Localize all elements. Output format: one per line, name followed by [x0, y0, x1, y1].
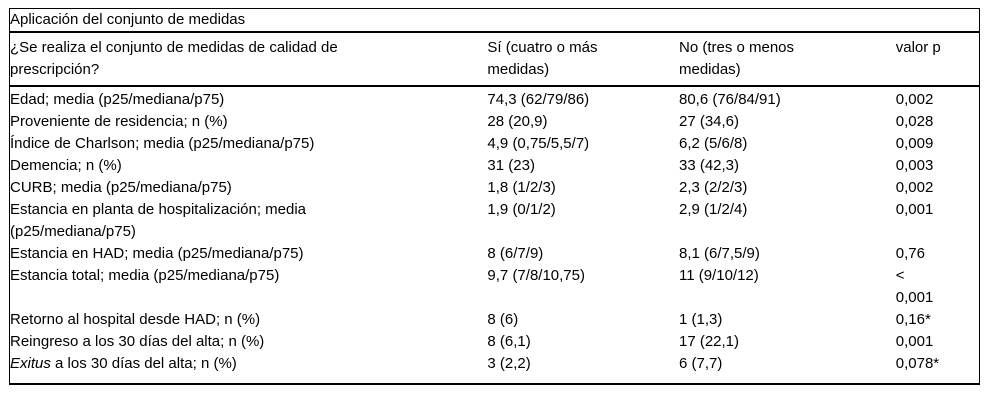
cell-label: Estancia en HAD; media (p25/mediana/p75): [10, 245, 304, 262]
cell-label: Retorno al hospital desde HAD; n (%): [10, 311, 261, 328]
cell-label: Demencia; n (%): [10, 157, 122, 174]
column-header-row: ¿Se realiza el conjunto de medidas de ca…: [9, 32, 980, 87]
cell-yes: 31 (23): [487, 157, 535, 174]
cell-yes: 8 (6): [487, 311, 519, 328]
cell-pvalue: 0,76: [895, 245, 925, 262]
cell-pvalue: 0,009: [895, 135, 934, 152]
cell-no: 27 (34,6): [678, 113, 740, 130]
table-row: Estancia en HAD; media (p25/mediana/p75)…: [10, 243, 980, 265]
cell-yes: 28 (20,9): [487, 113, 548, 130]
table-row: Demencia; n (%) 31 (23) 33 (42,3) 0,003: [10, 155, 980, 177]
cell-pvalue: 0,001: [895, 333, 934, 350]
table-row: Estancia en planta de hospitalización; m…: [10, 199, 980, 243]
table-head: Aplicación del conjunto de medidas ¿Se r…: [9, 8, 980, 87]
cell-pvalue: 0,002: [895, 179, 934, 196]
cell-yes: 3 (2,2): [487, 355, 531, 372]
cell-pvalue: 0,003: [895, 157, 934, 174]
cell-no: 17 (22,1): [678, 333, 740, 350]
bundle-application-table: Aplicación del conjunto de medidas ¿Se r…: [9, 8, 980, 385]
cell-pvalue: 0,002: [895, 91, 934, 108]
cell-label: Estancia en planta de hospitalización; m…: [10, 201, 307, 240]
cell-no: 1 (1,3): [678, 311, 723, 328]
column-header-pvalue: valor p: [895, 32, 980, 87]
title-row: Aplicación del conjunto de medidas: [9, 8, 980, 33]
cell-yes: 1,9 (0/1/2): [487, 201, 556, 218]
cell-label: Exitus a los 30 días del alta; n (%): [10, 353, 488, 384]
cell-pvalue: < 0,001: [895, 267, 934, 306]
cell-yes: 4,9 (0,75/5,5/7): [487, 135, 590, 152]
table-row: Retorno al hospital desde HAD; n (%) 8 (…: [10, 309, 980, 331]
cell-label: Índice de Charlson; media (p25/mediana/p…: [10, 135, 315, 152]
cell-no: 8,1 (6/7,5/9): [678, 245, 760, 262]
cell-no: 80,6 (76/84/91): [678, 91, 781, 108]
cell-pvalue: 0,028: [895, 113, 934, 130]
table-row: CURB; media (p25/mediana/p75) 1,8 (1/2/3…: [10, 177, 980, 199]
cell-label: Edad; media (p25/mediana/p75): [10, 91, 225, 108]
cell-label: CURB; media (p25/mediana/p75): [10, 179, 232, 196]
column-header-no: No (tres o menos medidas): [678, 32, 896, 87]
table-body: Edad; media (p25/mediana/p75) 74,3 (62/7…: [10, 86, 980, 384]
cell-label-italic-part: Exitus: [10, 355, 51, 372]
cell-no: 2,9 (1/2/4): [678, 201, 748, 218]
cell-no: 33 (42,3): [678, 157, 740, 174]
cell-yes: 1,8 (1/2/3): [487, 179, 556, 196]
cell-label-rest: a los 30 días del alta; n (%): [50, 355, 237, 372]
cell-pvalue: 0,078*: [895, 355, 940, 372]
table-row: Proveniente de residencia; n (%) 28 (20,…: [10, 111, 980, 133]
cell-yes: 8 (6,1): [487, 333, 531, 350]
table-row: Edad; media (p25/mediana/p75) 74,3 (62/7…: [10, 86, 980, 111]
column-header-yes: Sí (cuatro o más medidas): [487, 32, 679, 87]
cell-pvalue: 0,001: [895, 201, 934, 218]
cell-label: Estancia total; media (p25/mediana/p75): [10, 267, 280, 284]
column-header-question: ¿Se realiza el conjunto de medidas de ca…: [9, 32, 488, 87]
table-row: Índice de Charlson; media (p25/mediana/p…: [10, 133, 980, 155]
cell-yes: 8 (6/7/9): [487, 245, 544, 262]
cell-yes: 9,7 (7/8/10,75): [487, 267, 585, 284]
cell-label: Reingreso a los 30 días del alta; n (%): [10, 333, 265, 350]
table-row: Reingreso a los 30 días del alta; n (%) …: [10, 331, 980, 353]
cell-no: 11 (9/10/12): [678, 267, 759, 284]
table-title: Aplicación del conjunto de medidas: [9, 8, 980, 33]
cell-no: 6,2 (5/6/8): [678, 135, 748, 152]
table-row: Estancia total; media (p25/mediana/p75) …: [10, 265, 980, 309]
table-row: Exitus a los 30 días del alta; n (%) 3 (…: [10, 353, 980, 384]
cell-yes: 74,3 (62/79/86): [487, 91, 590, 108]
cell-label: Proveniente de residencia; n (%): [10, 113, 228, 130]
cell-no: 2,3 (2/2/3): [678, 179, 748, 196]
cell-pvalue: 0,16*: [895, 311, 931, 328]
cell-no: 6 (7,7): [678, 355, 723, 372]
